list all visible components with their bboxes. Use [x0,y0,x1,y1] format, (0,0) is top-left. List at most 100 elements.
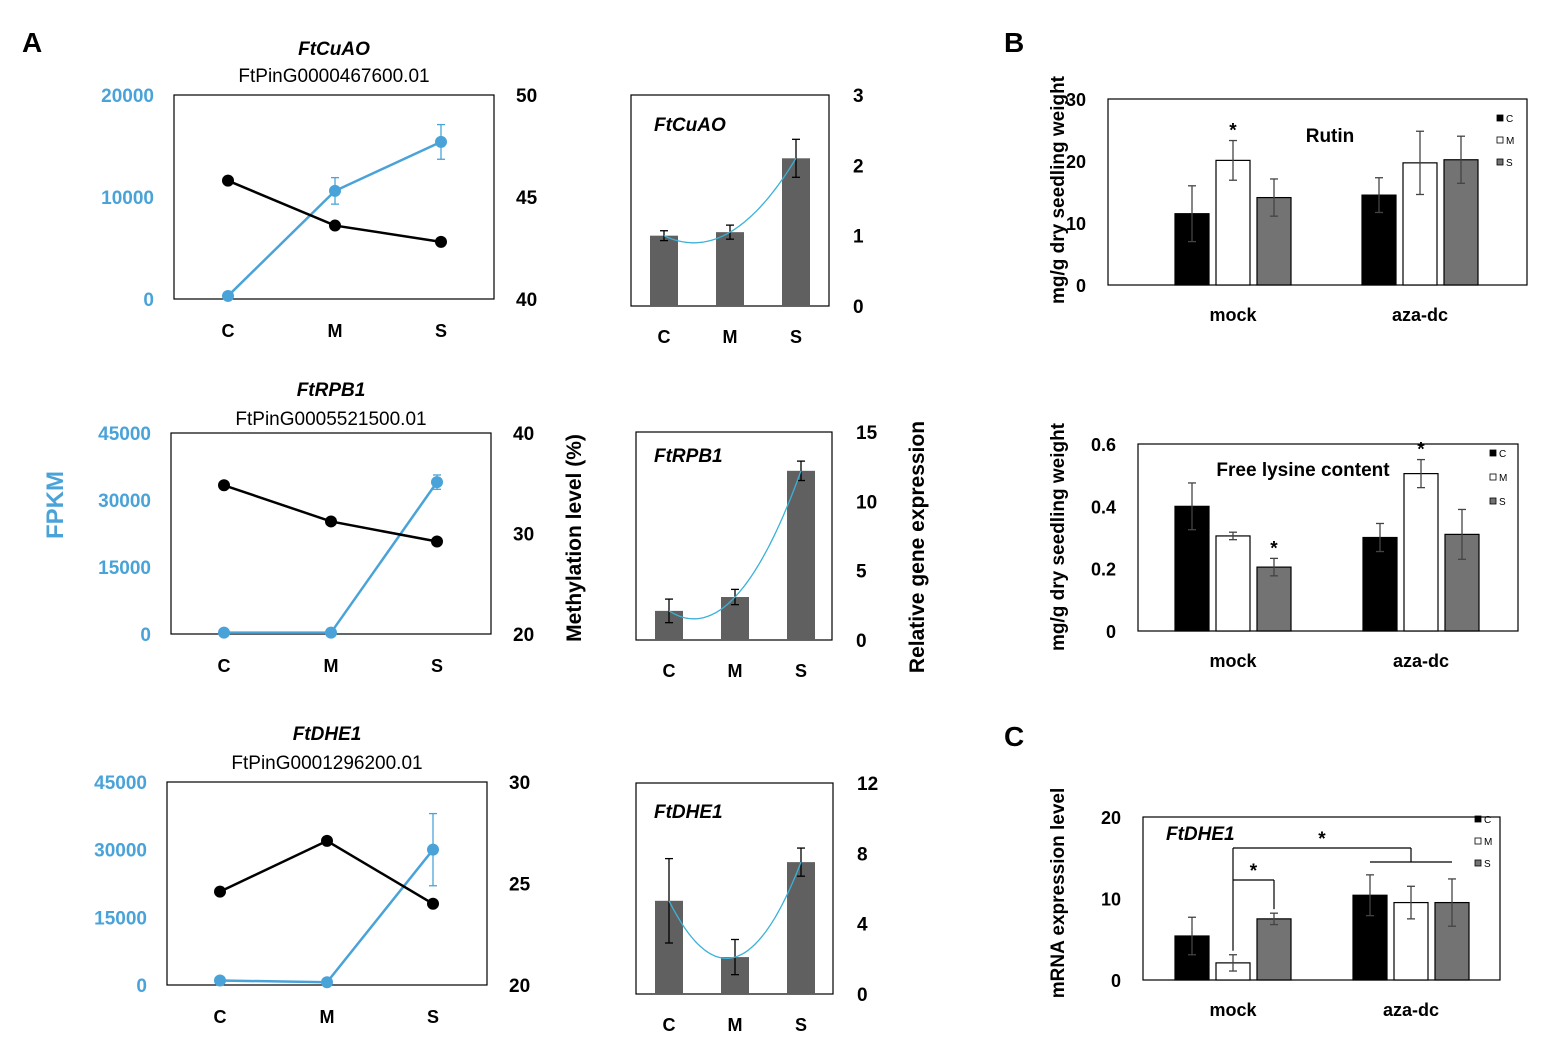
a5-title: FtRPB1 [654,446,723,467]
a4-bar-S [782,158,810,306]
a2-ytick-right: 40 [513,424,534,445]
a1-fpkm-line [227,140,442,297]
a1-ytick-right: 40 [516,290,537,311]
a3-title: FtDHE1 [293,724,362,745]
a3-ytick-right: 20 [509,976,530,997]
c1-xtick: mock [1209,1000,1257,1020]
b2-bar-mock-M [1215,535,1251,632]
b2-ytick: 0.2 [1091,560,1116,580]
b2-y-axis-label: mg/g dry seedling weight [1048,422,1069,651]
a1-fpkm-point [435,135,447,148]
b1-legend-swatch-S [1496,158,1504,166]
b1-legend-swatch-M [1496,136,1504,144]
methylation-axis-label: Methylation level (%) [563,434,586,642]
b2-frame [1137,443,1519,632]
a3-ytick-left: 0 [136,976,147,997]
b2-bar-aza-dc-C [1362,536,1398,632]
c1-legend-swatch-M [1474,837,1482,845]
a4-bar-M [716,232,744,306]
a2-xtick: C [218,656,231,676]
panel-label-a: A [22,27,42,58]
a3-subtitle: FtPinG0001296200.01 [231,753,422,774]
a2-methylation-point [218,479,230,492]
a2-fpkm-point [431,476,443,489]
a3-methylation-point [214,885,226,898]
a4-ytick: 3 [853,86,864,107]
b1-xtick: mock [1209,305,1257,325]
panel-label-c: C [1004,721,1024,752]
a3-ytick-right: 30 [509,773,530,794]
b1-xtick: aza-dc [1392,305,1448,325]
a2-ytick-right: 20 [513,625,534,646]
b2-bar-aza-dc-M [1403,473,1439,632]
b1-ytick: 20 [1066,152,1086,172]
b2-legend-label: S [1499,497,1506,508]
c1-bar-aza-dc-C [1352,894,1388,981]
a1-subtitle: FtPinG0000467600.01 [238,66,429,87]
a2-frame [170,432,492,635]
c1-legend-swatch-C [1474,815,1482,823]
c1-frame [1142,816,1501,981]
b1-legend-label: C [1506,114,1513,125]
b2-bar-mock-S [1256,566,1292,632]
a4-ytick: 0 [853,297,864,318]
a1-ytick-right: 45 [516,188,538,209]
a3-methylation-point [321,834,333,847]
b1-y-axis-label: mg/g dry seedling weight [1048,75,1069,304]
b2-title: Free lysine content [1216,460,1390,481]
a6-ytick: 8 [857,844,868,865]
c1-ytick: 0 [1111,971,1121,991]
a2-ytick-left: 45000 [98,424,151,445]
c1-y-axis-label: mRNA expression level [1048,788,1069,999]
c1-title: FtDHE1 [1166,824,1235,845]
c1-significance-star: * [1250,861,1258,882]
b2-legend-label: C [1499,449,1506,460]
a4-bar-C [650,235,678,306]
a3-ytick-left: 30000 [94,841,147,862]
b2-legend-swatch-C [1489,449,1497,457]
c1-significance-star: * [1318,829,1326,850]
a3-ytick-right: 25 [509,875,531,896]
a5-xtick: M [728,661,743,681]
a6-title: FtDHE1 [654,802,723,823]
b2-ytick: 0.4 [1091,497,1116,517]
b1-significance-star: * [1229,121,1237,142]
a1-fpkm-point [329,184,341,197]
b2-legend-label: M [1499,473,1507,484]
c1-bar-mock-S [1256,918,1292,981]
c1-bar-mock-C [1174,935,1210,981]
a6-ytick: 0 [857,985,868,1006]
relative-expression-axis-label: Relative gene expression [906,421,929,673]
a4-ytick: 2 [853,156,864,177]
c1-legend-label: C [1484,815,1491,826]
b1-title: Rutin [1306,126,1355,147]
a2-ytick-left: 30000 [98,491,151,512]
b2-xtick: mock [1209,651,1257,671]
a3-fpkm-point [321,976,333,989]
c1-ytick: 10 [1101,890,1121,910]
a1-ytick-left: 20000 [101,86,154,107]
a2-ytick-left: 15000 [98,558,151,579]
a6-xtick: C [663,1015,676,1035]
a4-fit-curve [663,157,797,244]
a1-title: FtCuAO [298,39,370,60]
a3-methylation-line [219,839,434,905]
a5-ytick: 15 [856,423,878,444]
a5-ytick: 0 [856,631,867,652]
a2-xtick: M [324,656,339,676]
c1-bar-aza-dc-M [1393,901,1429,981]
a6-bar-S [787,862,815,994]
b1-ytick: 0 [1076,276,1086,296]
b2-significance-star: * [1270,538,1278,559]
c1-legend-label: S [1484,859,1491,870]
a1-methylation-point [435,235,447,248]
a4-xtick: C [658,327,671,347]
charts: FtCuAO FtPinG0000467600.01 0 10 0 0 0 20000 40 45… [94,39,1528,1035]
a3-fpkm-point [214,974,226,987]
a4-xtick: S [790,327,802,347]
a2-subtitle: FtPinG0005521500.01 [235,409,426,430]
a1-xtick: M [328,321,343,341]
b1-bar-mock-M [1215,159,1251,286]
b2-legend-swatch-M [1489,473,1497,481]
